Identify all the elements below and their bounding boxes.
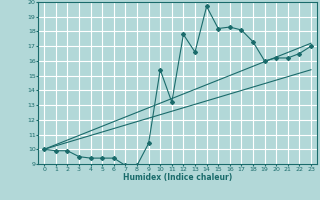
X-axis label: Humidex (Indice chaleur): Humidex (Indice chaleur) bbox=[123, 173, 232, 182]
